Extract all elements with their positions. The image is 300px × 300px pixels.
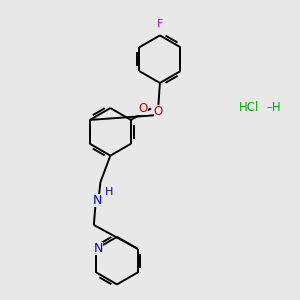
- Text: –H: –H: [266, 100, 281, 114]
- Text: N: N: [93, 242, 103, 255]
- Text: HCl: HCl: [239, 100, 259, 114]
- Text: H: H: [104, 187, 113, 197]
- Text: F: F: [157, 20, 163, 29]
- Text: N: N: [92, 194, 102, 207]
- Text: O: O: [138, 102, 148, 115]
- Text: O: O: [154, 104, 163, 118]
